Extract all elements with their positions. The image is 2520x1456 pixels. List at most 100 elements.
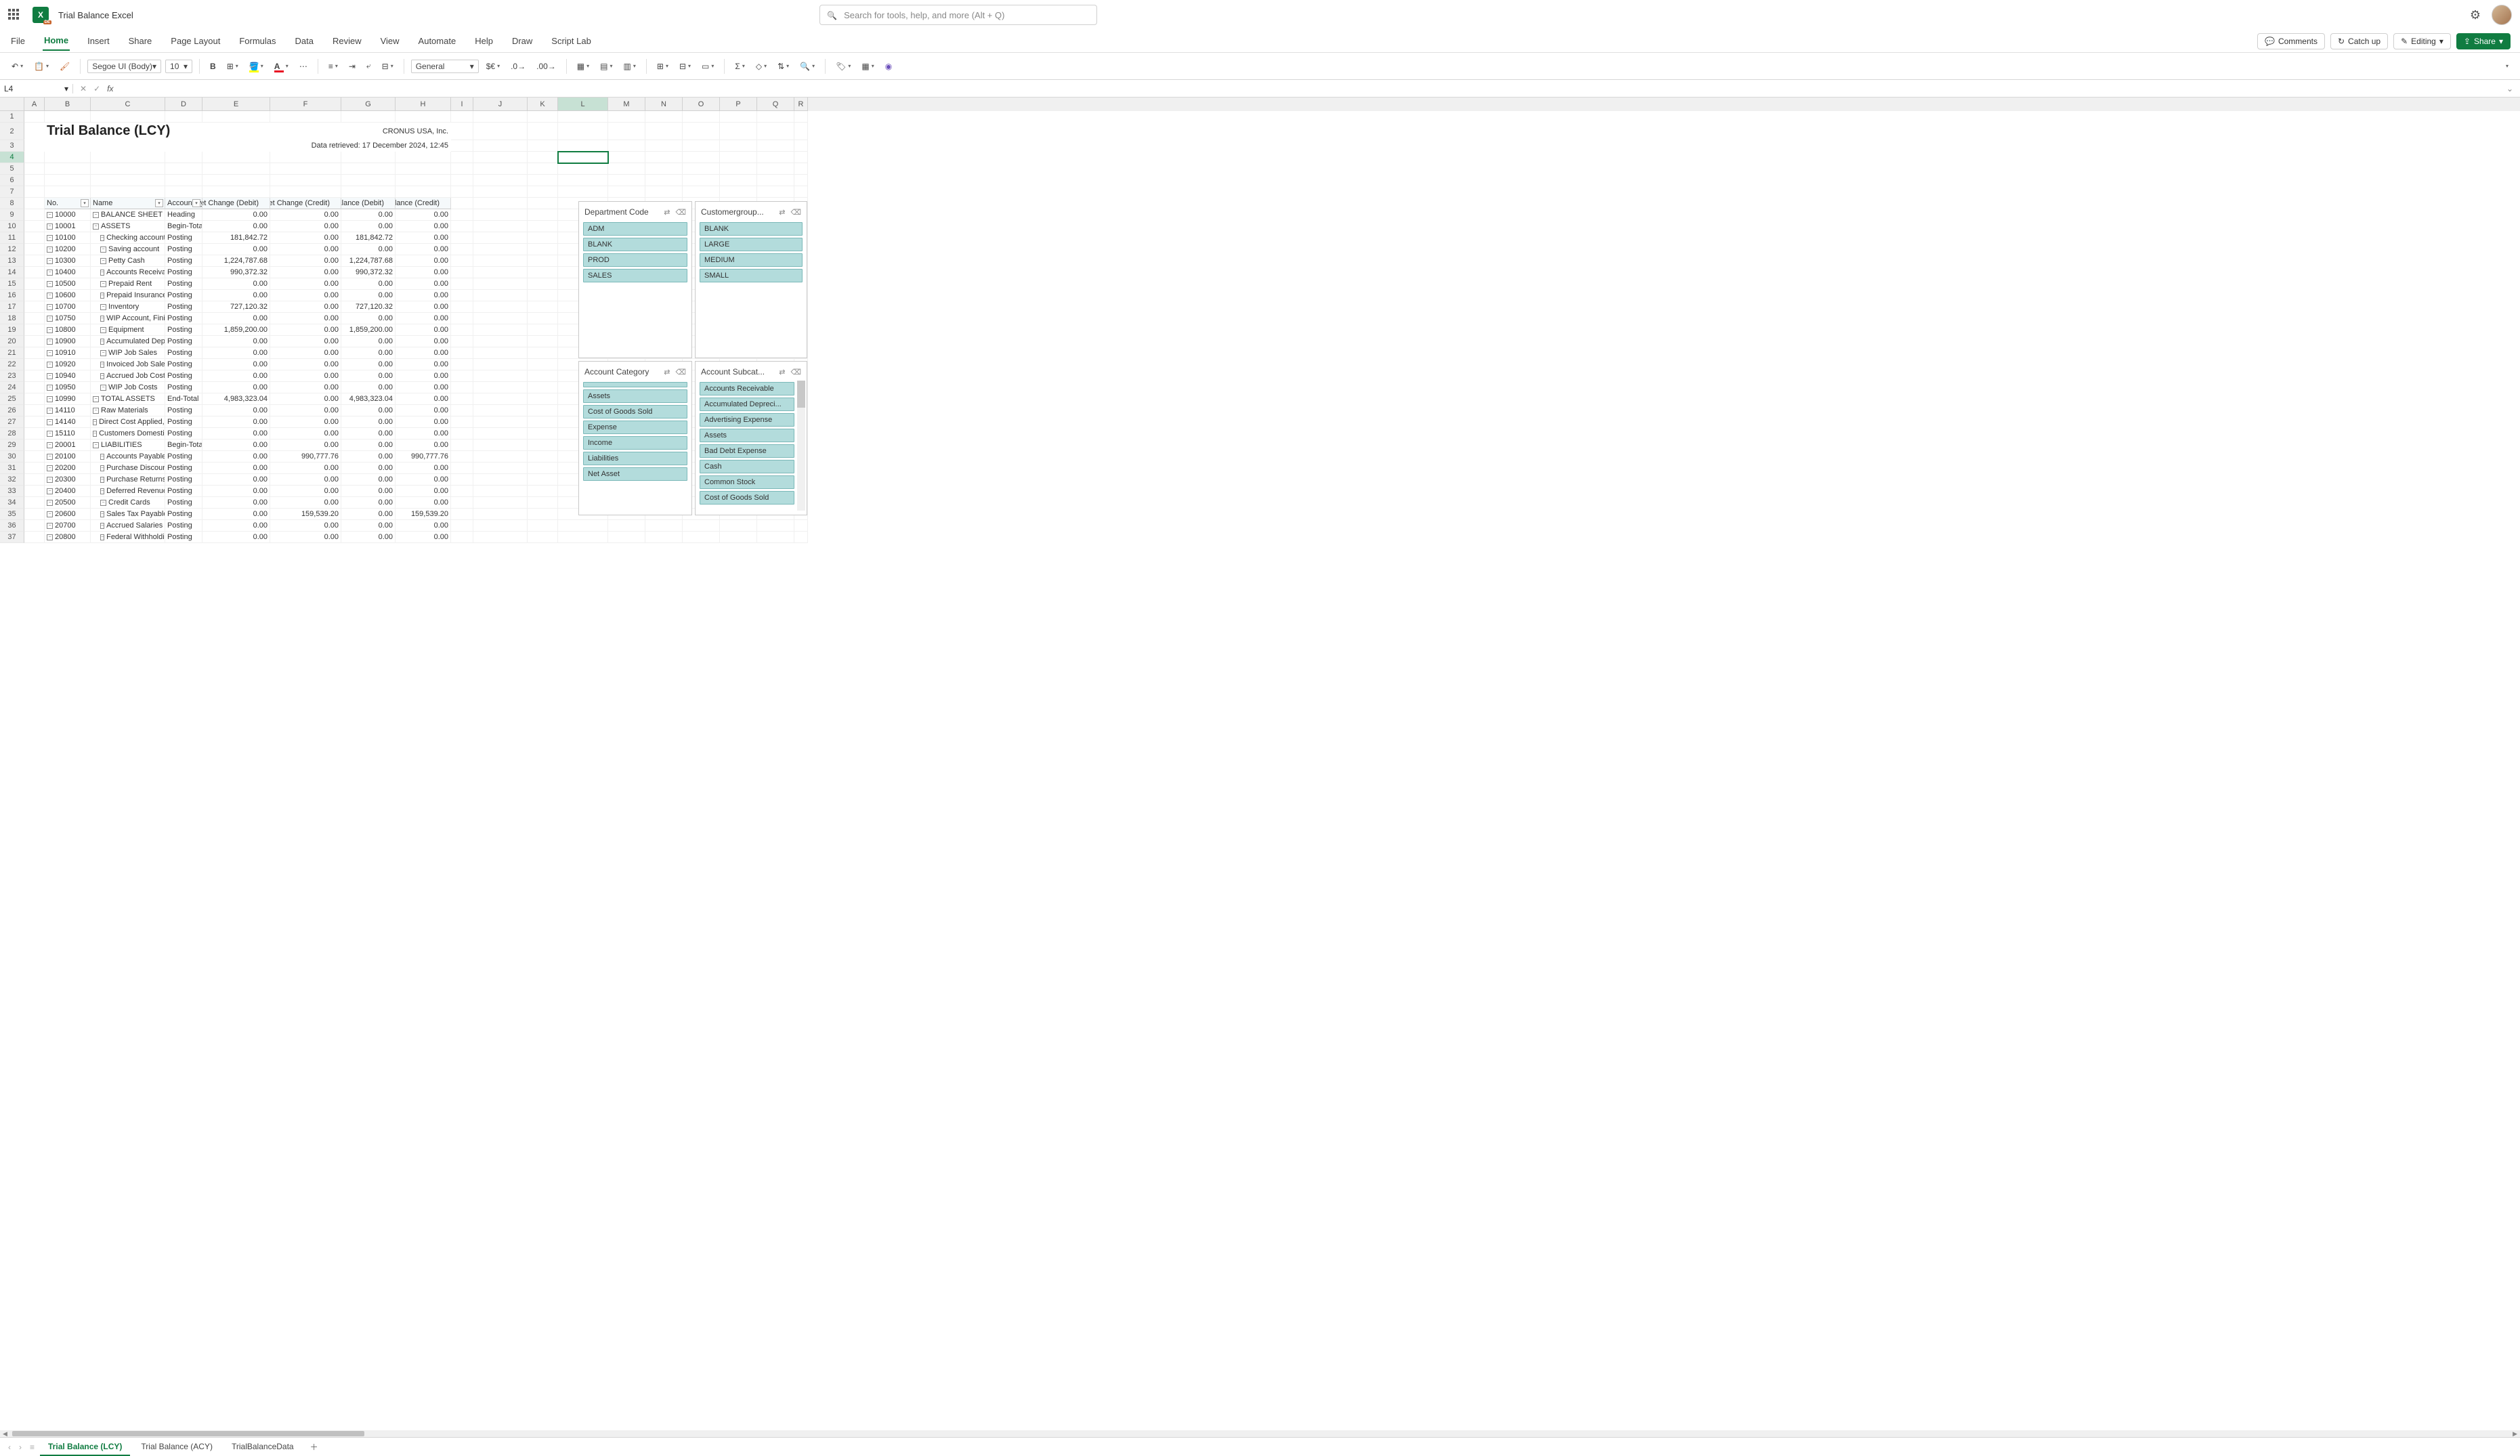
row-header-21[interactable]: 21 (0, 347, 24, 359)
multi-select-icon[interactable]: ⇄ (779, 208, 785, 217)
outline-icon[interactable]: − (47, 396, 53, 402)
cell-type[interactable]: Posting (165, 451, 202, 463)
multi-select-icon[interactable]: ⇄ (779, 368, 785, 377)
cell-type[interactable]: Posting (165, 370, 202, 382)
cell-bd[interactable]: 1,859,200.00 (341, 324, 396, 336)
scroll-right-icon[interactable]: ▶ (2513, 1430, 2517, 1438)
tab-share[interactable]: Share (127, 32, 154, 50)
cell-bd[interactable]: 0.00 (341, 382, 396, 393)
clear-button[interactable]: ◇▾ (752, 60, 770, 73)
cell-bc[interactable]: 0.00 (396, 393, 451, 405)
outline-icon[interactable]: − (100, 247, 106, 253)
cell-I6[interactable] (451, 175, 473, 186)
cell-ncc[interactable]: 0.00 (270, 393, 341, 405)
outline-icon[interactable]: − (93, 408, 99, 414)
clear-filter-icon[interactable]: ⌫ (675, 208, 686, 217)
slicer-cat[interactable]: Account Category ⇄⌫ AssetsCost of Goods … (578, 361, 692, 515)
sheet-prev-icon[interactable]: ‹ (5, 1442, 14, 1452)
search-input[interactable]: Search for tools, help, and more (Alt + … (819, 5, 1097, 25)
indent-button[interactable]: ⇥ (345, 60, 359, 73)
tab-data[interactable]: Data (294, 32, 315, 50)
cell-Q5[interactable] (757, 163, 794, 175)
outline-icon[interactable]: − (100, 488, 104, 494)
slicer-item[interactable]: Expense (583, 421, 687, 434)
cell-bd[interactable]: 0.00 (341, 509, 396, 520)
row-header-36[interactable]: 36 (0, 520, 24, 532)
cell-bd[interactable]: 727,120.32 (341, 301, 396, 313)
cell-name[interactable]: −Purchase Discounts (91, 463, 165, 474)
app-launcher-icon[interactable] (8, 9, 20, 21)
row-header-33[interactable]: 33 (0, 486, 24, 497)
cell-ncd[interactable]: 0.00 (202, 416, 270, 428)
cell-Q7[interactable] (757, 186, 794, 198)
cond-format-button[interactable]: ▦▾ (574, 60, 593, 73)
col-header-Q[interactable]: Q (757, 98, 794, 111)
cell-bc[interactable]: 0.00 (396, 440, 451, 451)
outline-icon[interactable]: − (47, 454, 53, 460)
col-header-I[interactable]: I (451, 98, 473, 111)
col-header-G[interactable]: G (341, 98, 396, 111)
horizontal-scrollbar[interactable]: ◀ ▶ (0, 1430, 2520, 1437)
cell-H6[interactable] (396, 175, 451, 186)
cell-K5[interactable] (528, 163, 558, 175)
cell-no[interactable]: −20800 (45, 532, 91, 543)
cell-ncc[interactable]: 990,777.76 (270, 451, 341, 463)
cell[interactable] (757, 111, 794, 123)
cell-type[interactable]: Posting (165, 301, 202, 313)
row-header-14[interactable]: 14 (0, 267, 24, 278)
cell-ncc[interactable]: 0.00 (270, 405, 341, 416)
fill-color-button[interactable]: 🪣▾ (246, 60, 267, 73)
row-header-25[interactable]: 25 (0, 393, 24, 405)
sheet-tab-1[interactable]: Trial Balance (LCY) (40, 1438, 130, 1456)
cell-bd[interactable]: 0.00 (341, 474, 396, 486)
tab-insert[interactable]: Insert (86, 32, 111, 50)
cell-G4[interactable] (341, 152, 396, 163)
cell-ncd[interactable]: 0.00 (202, 290, 270, 301)
outline-icon[interactable]: − (47, 408, 53, 414)
cell[interactable] (528, 111, 558, 123)
cell-K6[interactable] (528, 175, 558, 186)
cell-name[interactable]: −Prepaid Rent (91, 278, 165, 290)
cell-bd[interactable]: 0.00 (341, 405, 396, 416)
cell-ncd[interactable]: 0.00 (202, 509, 270, 520)
row-header-16[interactable]: 16 (0, 290, 24, 301)
cell-type[interactable]: Posting (165, 416, 202, 428)
cell-ncc[interactable]: 0.00 (270, 428, 341, 440)
cell-R6[interactable] (794, 175, 808, 186)
cell-bd[interactable]: 990,372.32 (341, 267, 396, 278)
cell-N6[interactable] (645, 175, 683, 186)
slicer-cust[interactable]: Customergroup... ⇄⌫ BLANKLARGEMEDIUMSMAL… (695, 201, 807, 358)
document-title[interactable]: Trial Balance Excel (58, 10, 133, 20)
sheet-next-icon[interactable]: › (16, 1442, 24, 1452)
outline-icon[interactable]: − (47, 511, 53, 517)
row-header-18[interactable]: 18 (0, 313, 24, 324)
cell-ncc[interactable]: 0.00 (270, 520, 341, 532)
outline-icon[interactable]: − (47, 431, 53, 437)
autosum-button[interactable]: Σ▾ (731, 60, 748, 73)
col-bc[interactable]: Balance (Credit) (396, 198, 451, 209)
outline-icon[interactable]: − (47, 385, 53, 391)
col-header-C[interactable]: C (91, 98, 165, 111)
cell-B6[interactable] (45, 175, 91, 186)
cell-H5[interactable] (396, 163, 451, 175)
outline-icon[interactable]: − (47, 465, 53, 471)
cell-C5[interactable] (91, 163, 165, 175)
cell-ncd[interactable]: 0.00 (202, 278, 270, 290)
outline-icon[interactable]: − (100, 270, 104, 276)
cell-C4[interactable] (91, 152, 165, 163)
outline-icon[interactable]: − (100, 350, 106, 356)
cell-bc[interactable]: 0.00 (396, 382, 451, 393)
outline-icon[interactable]: − (93, 431, 97, 437)
cell-no[interactable]: −10990 (45, 393, 91, 405)
filter-icon[interactable]: ▾ (81, 199, 89, 207)
cell-no[interactable]: −20700 (45, 520, 91, 532)
outline-icon[interactable]: − (100, 477, 104, 483)
cell-P6[interactable] (720, 175, 757, 186)
cell-ncc[interactable]: 0.00 (270, 347, 341, 359)
outline-icon[interactable]: − (47, 270, 53, 276)
cell-type[interactable]: Posting (165, 232, 202, 244)
copilot-button[interactable]: ◉ (882, 60, 895, 73)
col-name[interactable]: Name▾ (91, 198, 165, 209)
cell-ncc[interactable]: 159,539.20 (270, 509, 341, 520)
slicer-item[interactable]: Liabilities (583, 452, 687, 465)
